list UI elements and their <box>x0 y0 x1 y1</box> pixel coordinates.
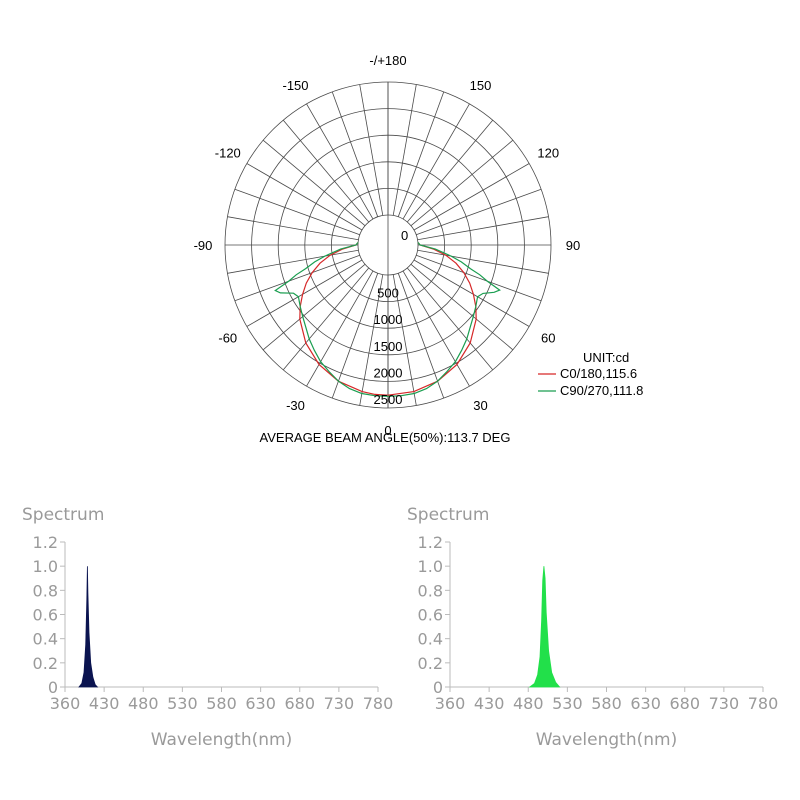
polar-grid-spoke <box>234 188 360 236</box>
spectrum-title: Spectrum <box>407 505 489 525</box>
polar-grid-spoke <box>262 263 366 351</box>
y-tick-label: 1.0 <box>33 557 58 576</box>
spectrum-title: Spectrum <box>22 505 104 525</box>
polar-angle-label: -150 <box>282 78 308 93</box>
polar-grid-spoke <box>246 259 363 327</box>
x-tick-label: 580 <box>591 694 622 713</box>
polar-angle-label: 150 <box>470 78 492 93</box>
polar-grid-spoke <box>262 139 366 227</box>
polar-grid-spoke <box>417 249 549 274</box>
spectrum-peak-area <box>78 566 99 688</box>
polar-grid-spoke <box>416 188 542 236</box>
y-tick-label: 1.2 <box>418 533 443 552</box>
beam-angle-caption: AVERAGE BEAM ANGLE(50%):113.7 DEG <box>260 430 511 445</box>
polar-grid-spoke <box>331 273 379 399</box>
polar-radial-tick-label: 1000 <box>374 312 403 327</box>
spectrum-chart-left: Spectrum 0 0.2 0.4 0.6 0.8 1.0 1.2 360 430 480 530 5… <box>22 505 394 750</box>
x-tick-label: 530 <box>552 694 583 713</box>
polar-angle-label: 0 <box>384 423 391 438</box>
legend-entry-label: C90/270,111.8 <box>560 383 643 398</box>
polar-grid-spoke <box>227 249 359 274</box>
x-tick-label: 360 <box>50 694 81 713</box>
y-tick-label: 0.2 <box>418 654 443 673</box>
polar-grid-spoke <box>392 274 417 406</box>
x-tick-label: 780 <box>748 694 779 713</box>
y-tick-label: 0.8 <box>33 581 58 600</box>
polar-series-curve <box>299 242 477 396</box>
polar-grid-spoke <box>397 273 445 399</box>
x-tick-label: 730 <box>709 694 740 713</box>
x-tick-label: 580 <box>206 694 237 713</box>
polar-grid-spoke <box>410 139 514 227</box>
polar-grid-spoke <box>227 216 359 241</box>
x-axis-label: Wavelength(nm) <box>536 730 677 750</box>
x-tick-label: 730 <box>324 694 355 713</box>
polar-radial-tick-label: 2000 <box>374 365 403 380</box>
x-tick-label: 360 <box>435 694 466 713</box>
polar-grid-spoke <box>416 254 542 302</box>
x-axis-label: Wavelength(nm) <box>151 730 292 750</box>
y-tick-label: 0.4 <box>33 630 58 649</box>
y-tick-label: 0 <box>48 678 58 697</box>
polar-grid-spoke <box>413 259 530 327</box>
y-tick-label: 0.2 <box>33 654 58 673</box>
x-tick-label: 480 <box>128 694 159 713</box>
polar-series-curve <box>274 242 501 397</box>
polar-angle-label: 30 <box>473 398 487 413</box>
polar-angle-label: 60 <box>541 331 555 346</box>
polar-grid-spoke <box>246 163 363 231</box>
spectrum-chart-right: Spectrum 0 0.2 0.4 0.6 0.8 1.0 1.2 360 430 480 530 5… <box>407 505 779 750</box>
y-tick-label: 1.0 <box>418 557 443 576</box>
polar-angle-label: -30 <box>286 398 305 413</box>
polar-grid-spoke <box>359 274 384 406</box>
y-tick-label: 0.6 <box>418 606 443 625</box>
polar-angle-label: -/+180 <box>369 53 406 68</box>
x-tick-label: 430 <box>474 694 505 713</box>
polar-grid-spoke <box>402 103 470 220</box>
x-tick-label: 780 <box>363 694 394 713</box>
legend-entry-label: C0/180,115.6 <box>560 366 637 381</box>
polar-intensity-chart: 0 500 1000 1500 2000 2500 -/+180 150 120 90 60 30 0 -… <box>194 53 644 445</box>
x-tick-label: 480 <box>513 694 544 713</box>
x-tick-label: 680 <box>284 694 315 713</box>
polar-radial-tick-label: 500 <box>377 286 399 301</box>
polar-grid-spoke <box>417 216 549 241</box>
y-tick-label: 0.6 <box>33 606 58 625</box>
polar-grid-spoke <box>397 91 445 217</box>
x-tick-label: 530 <box>167 694 198 713</box>
x-tick-label: 430 <box>89 694 120 713</box>
y-tick-label: 1.2 <box>33 533 58 552</box>
polar-grid-spoke <box>306 103 374 220</box>
x-tick-label: 680 <box>669 694 700 713</box>
polar-angle-label: 90 <box>566 238 580 253</box>
legend-unit-label: UNIT:cd <box>583 350 629 365</box>
spectrum-peak-area <box>528 566 561 688</box>
polar-grid-spoke <box>282 267 370 371</box>
y-tick-label: 0 <box>433 678 443 697</box>
polar-radial-tick-label: 1500 <box>374 339 403 354</box>
polar-grid-spoke <box>306 270 374 387</box>
y-tick-label: 0.4 <box>418 630 443 649</box>
y-tick-label: 0.8 <box>418 581 443 600</box>
x-tick-label: 630 <box>245 694 276 713</box>
polar-grid-spoke <box>234 254 360 302</box>
polar-grid-spoke <box>282 119 370 223</box>
polar-radial-tick-label: 2500 <box>374 392 403 407</box>
polar-grid-spoke <box>406 267 494 371</box>
polar-grid-spoke <box>413 163 530 231</box>
polar-grid-spoke <box>402 270 470 387</box>
polar-grid-spoke <box>410 263 514 351</box>
polar-angle-label: 120 <box>537 146 559 161</box>
polar-angle-label: -120 <box>215 146 241 161</box>
polar-grid-spoke <box>331 91 379 217</box>
polar-grid-spoke <box>359 84 384 216</box>
x-tick-label: 630 <box>630 694 661 713</box>
polar-grid-spoke <box>406 119 494 223</box>
polar-angle-label: -60 <box>218 331 237 346</box>
polar-grid-spoke <box>392 84 417 216</box>
polar-radial-tick-label: 0 <box>401 228 408 243</box>
polar-angle-label: -90 <box>194 238 213 253</box>
